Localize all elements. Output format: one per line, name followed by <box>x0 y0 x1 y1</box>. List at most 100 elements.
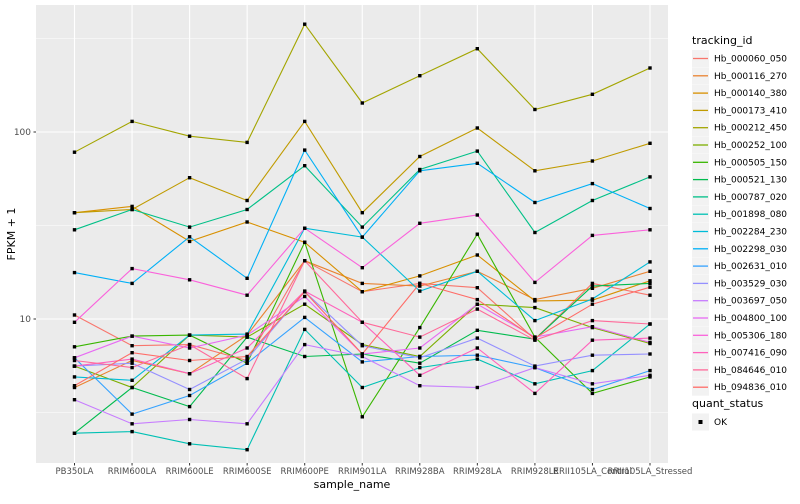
data-point <box>360 235 364 239</box>
legend-item-Hb_005306_180: Hb_005306_180 <box>692 326 787 344</box>
x-tick-label: RRII105LA_Stressed <box>608 467 693 477</box>
y-axis-title: FPKM + 1 <box>5 208 18 261</box>
data-point <box>360 101 364 105</box>
data-point <box>590 198 595 203</box>
data-point <box>360 225 364 229</box>
legend-item-label: Hb_094836_010 <box>714 383 787 393</box>
data-point <box>475 149 479 153</box>
data-point <box>303 327 307 332</box>
data-point <box>475 269 479 273</box>
data-point <box>533 365 537 370</box>
y-tick-label: 10 <box>20 315 32 325</box>
data-point <box>648 368 652 373</box>
data-point <box>475 328 479 332</box>
data-point <box>590 318 595 323</box>
data-point <box>475 297 479 302</box>
data-point <box>245 354 249 359</box>
data-point <box>648 285 652 289</box>
legend-item-label: Hb_004800_100 <box>714 314 787 324</box>
data-point <box>187 176 192 180</box>
x-tick-label: PB350LA <box>56 467 94 477</box>
data-point <box>590 302 595 306</box>
data-point <box>590 233 595 238</box>
legend-item-Hb_094836_010: Hb_094836_010 <box>692 378 787 396</box>
legend-item-Hb_000252_100: Hb_000252_100 <box>692 136 787 154</box>
data-point <box>130 385 134 390</box>
legend-item-Hb_000505_150: Hb_000505_150 <box>692 153 787 171</box>
data-point <box>475 353 479 357</box>
legend-item-Hb_000140_380: Hb_000140_380 <box>692 84 787 102</box>
data-point <box>475 286 479 290</box>
data-point <box>72 150 77 154</box>
data-point <box>648 228 652 232</box>
data-point <box>130 429 134 434</box>
legend-item-Hb_001898_080: Hb_001898_080 <box>692 205 787 223</box>
legend-item-label: Hb_000521_130 <box>714 176 787 186</box>
data-point <box>245 376 249 381</box>
legend-item-Hb_000116_270: Hb_000116_270 <box>692 67 787 85</box>
data-point <box>648 279 652 283</box>
data-point <box>72 270 77 275</box>
data-point <box>187 393 192 398</box>
legend-item-Hb_003529_030: Hb_003529_030 <box>692 274 787 292</box>
data-point <box>590 353 595 357</box>
data-point <box>418 373 422 377</box>
data-point <box>648 175 652 179</box>
data-point <box>418 169 422 173</box>
data-point <box>130 334 134 338</box>
data-point <box>418 281 422 286</box>
data-point <box>648 293 652 297</box>
data-point <box>245 422 249 426</box>
data-point <box>303 315 307 320</box>
legend-item-Hb_000060_050: Hb_000060_050 <box>692 50 787 67</box>
axes: 100 10 PB350LA RRIM600LA RRIM600LE RRIM600SE R… <box>5 128 692 491</box>
y-tick-label: 100 <box>14 128 31 138</box>
data-point <box>533 305 537 310</box>
data-point <box>72 375 77 379</box>
plot-panel <box>36 5 668 463</box>
data-point <box>418 289 422 293</box>
data-point <box>187 358 192 363</box>
data-point <box>130 365 134 370</box>
data-point <box>72 313 77 317</box>
legend-item-label: Hb_003529_030 <box>714 279 787 289</box>
data-point <box>303 302 307 306</box>
data-point <box>187 239 192 244</box>
data-point <box>418 221 422 225</box>
data-point <box>303 342 307 347</box>
data-point <box>187 404 192 409</box>
x-tick-label: RRIM600SE <box>223 467 272 477</box>
data-point <box>360 211 364 215</box>
legend-item-label: Hb_000140_380 <box>714 89 787 99</box>
data-point <box>360 415 364 419</box>
data-point <box>130 378 134 382</box>
legend-item-label: Hb_005306_180 <box>714 331 787 341</box>
data-point <box>245 198 249 203</box>
legend-item-label: Hb_000787_020 <box>714 193 787 203</box>
data-point <box>187 134 192 138</box>
data-point <box>418 361 422 365</box>
legend-item-Hb_002284_230: Hb_002284_230 <box>692 223 787 240</box>
data-point <box>360 320 364 324</box>
legend-item-label: OK <box>714 418 728 428</box>
data-point <box>418 325 422 330</box>
data-point <box>187 387 192 392</box>
data-point <box>130 361 134 365</box>
data-point <box>72 211 77 215</box>
data-point <box>245 140 249 145</box>
data-point <box>130 266 134 271</box>
legend-item-Hb_000521_130: Hb_000521_130 <box>692 171 787 189</box>
data-point <box>245 448 249 452</box>
data-point <box>360 281 364 286</box>
data-point <box>303 119 307 124</box>
legend-item-Hb_007416_090: Hb_007416_090 <box>692 344 787 362</box>
data-point <box>648 269 652 273</box>
x-tick-label: RRIM928LE <box>511 467 559 477</box>
data-point <box>303 226 307 230</box>
data-point <box>590 382 595 386</box>
data-point <box>475 385 479 390</box>
data-point <box>418 335 422 339</box>
legend-item-label: Hb_000060_050 <box>714 55 787 65</box>
data-point <box>187 235 192 239</box>
data-point <box>590 368 595 373</box>
